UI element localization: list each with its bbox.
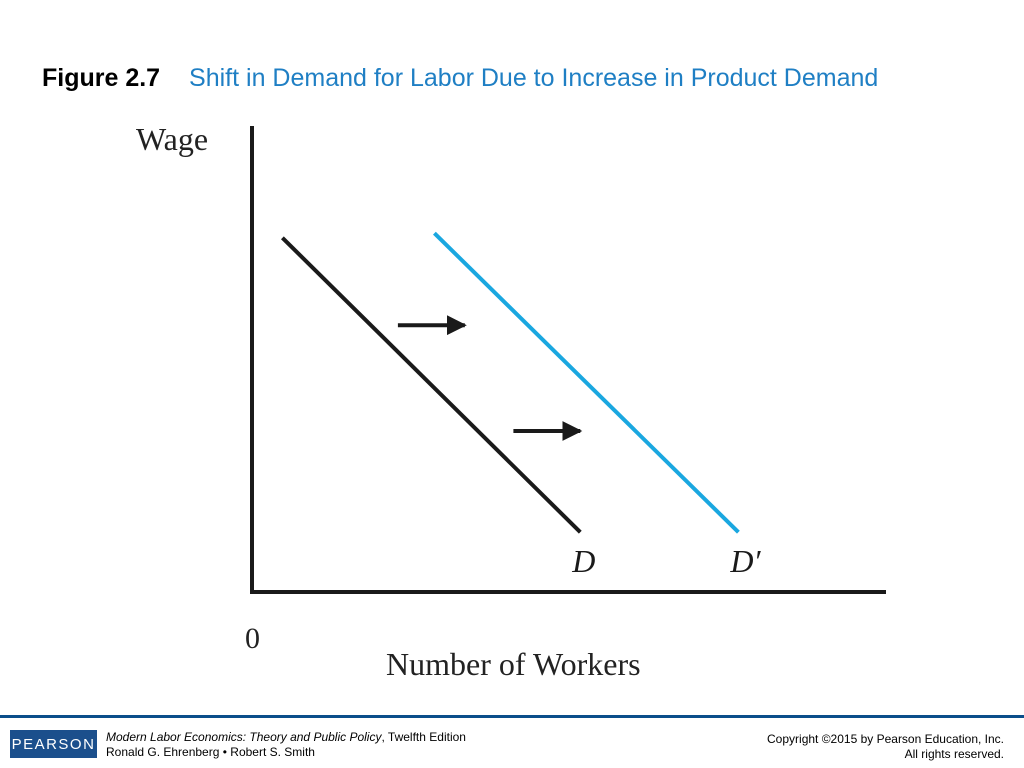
footer: PEARSON Modern Labor Economics: Theory a…: [0, 718, 1024, 768]
figure-title-row: Figure 2.7 Shift in Demand for Labor Due…: [42, 64, 878, 93]
shift-arrows: [397, 315, 583, 441]
rights-text: All rights reserved.: [904, 747, 1004, 761]
figure-title: Shift in Demand for Labor Due to Increas…: [189, 64, 879, 92]
figure-number: Figure 2.7: [42, 64, 161, 92]
series-line-1: [280, 236, 582, 534]
series-layer: D D′: [280, 231, 762, 579]
book-citation: Modern Labor Economics: Theory and Publi…: [106, 730, 466, 760]
series-line-2: [432, 231, 740, 534]
origin-label: 0: [245, 622, 260, 655]
y-axis-label: Wage: [136, 121, 208, 157]
series-label-1: D: [571, 543, 595, 579]
book-authors: Ronald G. Ehrenberg • Robert S. Smith: [106, 745, 315, 759]
book-title: Modern Labor Economics: Theory and Publi…: [106, 730, 382, 744]
copyright-text: Copyright ©2015 by Pearson Education, In…: [767, 732, 1004, 746]
x-axis-label: Number of Workers: [386, 646, 641, 682]
copyright-notice: Copyright ©2015 by Pearson Education, In…: [767, 732, 1004, 762]
book-edition: , Twelfth Edition: [381, 730, 466, 744]
series-label-2: D′: [729, 543, 761, 579]
pearson-logo: PEARSON: [10, 730, 97, 758]
footer-divider: [0, 715, 1024, 718]
